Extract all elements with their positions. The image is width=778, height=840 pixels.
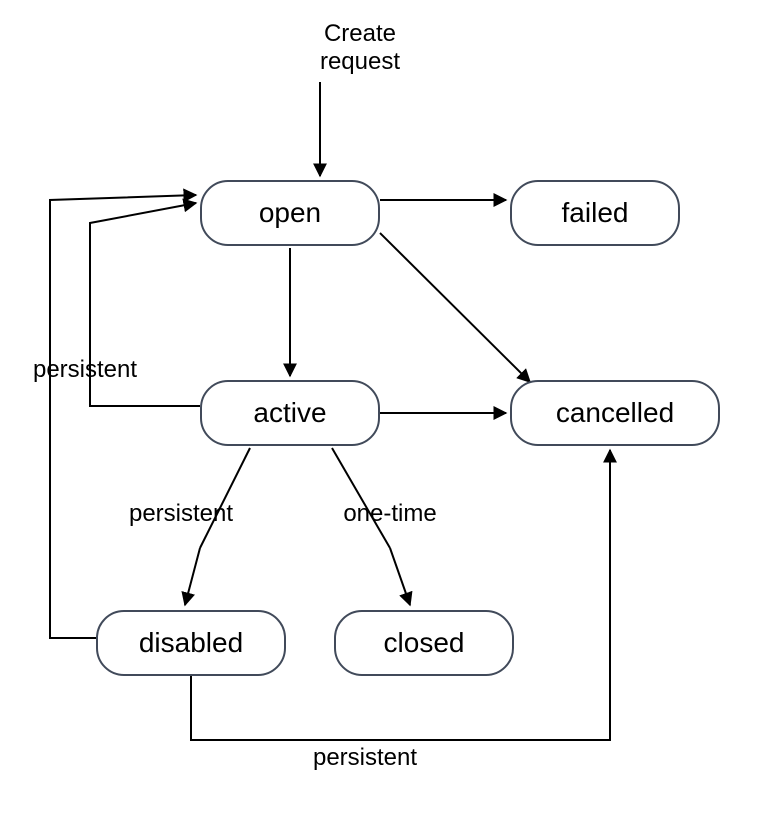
edge-active-to-disabled-seg1 — [200, 448, 250, 548]
node-open-label: open — [259, 197, 321, 229]
node-active-label: active — [253, 397, 326, 429]
label-persistent_down: persistent — [116, 500, 246, 530]
label-one_time: one-time — [330, 500, 450, 530]
node-disabled: disabled — [96, 610, 286, 676]
node-closed: closed — [334, 610, 514, 676]
node-failed-label: failed — [562, 197, 629, 229]
edge-active-to-closed — [390, 548, 410, 605]
label-create_request: Create request — [275, 20, 445, 80]
node-cancelled: cancelled — [510, 380, 720, 446]
state-diagram: openfailedactivecancelleddisabledclosed … — [0, 0, 778, 840]
edge-active-to-closed-seg1 — [332, 448, 390, 548]
edge-disabled-to-open — [50, 195, 196, 638]
node-active: active — [200, 380, 380, 446]
edge-disabled-to-cancelled — [191, 450, 610, 740]
node-cancelled-label: cancelled — [556, 397, 674, 429]
node-disabled-label: disabled — [139, 627, 243, 659]
label-persistent_left: persistent — [20, 356, 150, 386]
node-open: open — [200, 180, 380, 246]
edge-active-to-disabled — [185, 548, 200, 605]
label-persistent_btm: persistent — [300, 744, 430, 774]
node-failed: failed — [510, 180, 680, 246]
edge-open-to-cancelled — [380, 233, 530, 382]
node-closed-label: closed — [384, 627, 465, 659]
